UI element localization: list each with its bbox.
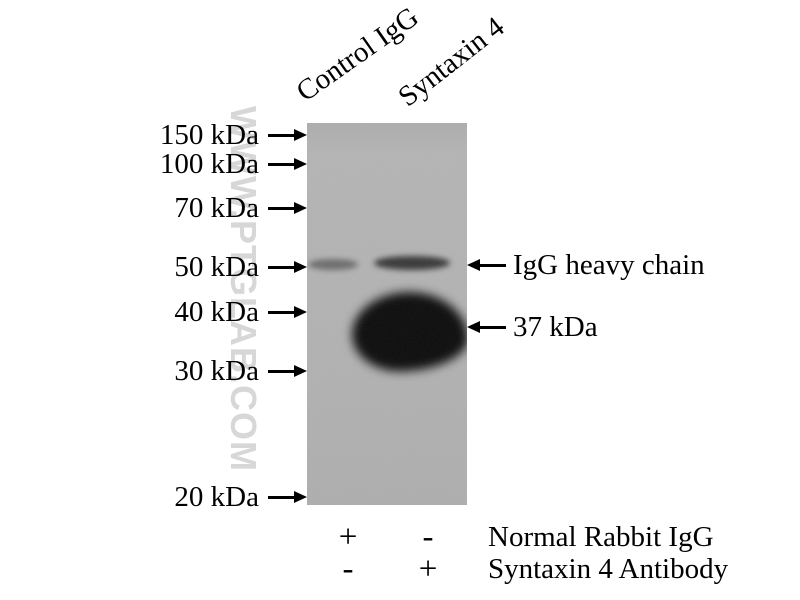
annotation-igg-heavy-chain: IgG heavy chain	[467, 247, 705, 283]
annotation-label: 37 kDa	[513, 310, 598, 343]
mw-marker-label: 20 kDa	[174, 480, 259, 513]
mw-marker-label: 30 kDa	[174, 354, 259, 387]
arrow-left-head	[467, 321, 480, 333]
ptglab-watermark: WWW.PTGLAB.COM	[223, 106, 264, 472]
arrow-right-icon	[268, 206, 294, 210]
western-blot-membrane	[307, 123, 467, 505]
mw-marker-70: 70 kDa	[0, 191, 307, 225]
legend-row2-lane2-sign: +	[418, 551, 438, 587]
arrow-right-icon	[268, 310, 294, 314]
annotation-label: IgG heavy chain	[513, 248, 705, 281]
mw-marker-50: 50 kDa	[0, 250, 307, 284]
arrow-right-head	[294, 491, 307, 503]
arrow-right-icon	[268, 265, 294, 269]
legend-row1-lane2-sign: -	[422, 519, 434, 555]
arrow-right-head	[294, 202, 307, 214]
legend-row1-label: Normal Rabbit IgG	[488, 521, 714, 553]
annotation-37kda: 37 kDa	[467, 309, 598, 345]
mw-marker-30: 30 kDa	[0, 354, 307, 388]
arrow-left-head	[467, 259, 480, 271]
arrow-left-icon	[480, 325, 506, 329]
arrow-right-icon	[268, 162, 294, 166]
legend-row2-label: Syntaxin 4 Antibody	[488, 553, 729, 585]
mw-marker-150: 150 kDa	[0, 118, 307, 152]
mw-marker-label: 100 kDa	[159, 147, 259, 180]
arrow-right-icon	[268, 133, 294, 137]
legend-row2-lane1-sign: -	[342, 551, 354, 587]
arrow-left-icon	[480, 263, 506, 267]
mw-marker-label: 50 kDa	[174, 250, 259, 283]
mw-marker-label: 150 kDa	[159, 118, 259, 151]
mw-marker-40: 40 kDa	[0, 295, 307, 329]
arrow-right-head	[294, 261, 307, 273]
arrow-right-head	[294, 306, 307, 318]
mw-marker-20: 20 kDa	[0, 480, 307, 514]
arrow-right-head	[294, 365, 307, 377]
arrow-right-head	[294, 158, 307, 170]
mw-marker-100: 100 kDa	[0, 147, 307, 181]
legend-row1-lane1-sign: +	[338, 519, 358, 555]
arrow-right-head	[294, 129, 307, 141]
blot-grain-texture	[307, 123, 467, 505]
mw-marker-label: 70 kDa	[174, 191, 259, 224]
arrow-right-icon	[268, 369, 294, 373]
mw-marker-label: 40 kDa	[174, 295, 259, 328]
arrow-right-icon	[268, 495, 294, 499]
